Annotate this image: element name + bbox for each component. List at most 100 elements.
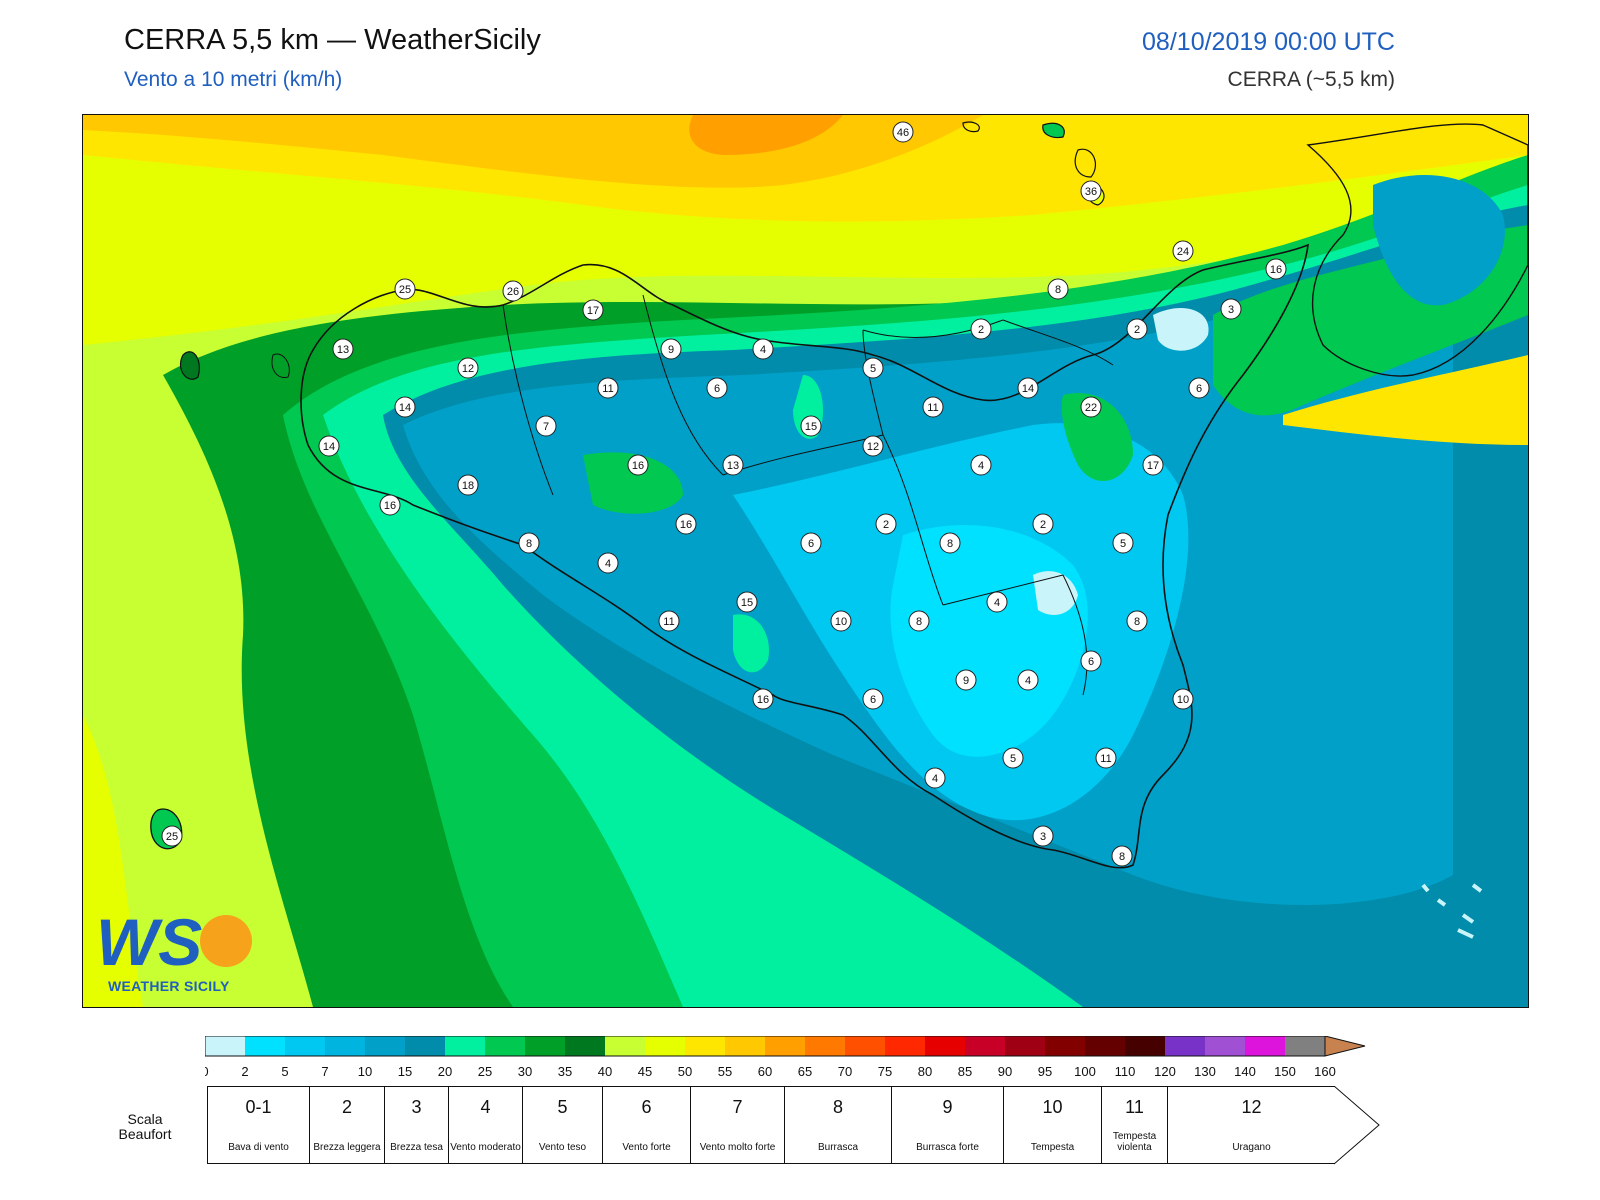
station-circle xyxy=(1172,688,1194,710)
beaufort-cell: 2 Brezza leggera xyxy=(309,1086,384,1164)
station-value: 17 xyxy=(587,305,599,317)
colorscale-tick-label: 150 xyxy=(1274,1064,1296,1079)
field-calm-spots xyxy=(1421,883,1483,939)
colorscale-tick-label: 0 xyxy=(205,1064,209,1079)
colorscale-segment xyxy=(205,1036,245,1056)
beaufort-description: Vento teso xyxy=(538,1142,587,1153)
weathersicily-logo: WS xyxy=(96,903,256,993)
wind-map: 46 36 24 16 3 8 2 2 25 26 17 13 12 9 4 5 6 14 11 6 11 22 14 7 15… xyxy=(82,114,1529,1008)
station-marker: 3 xyxy=(1032,825,1054,847)
station-marker: 4 xyxy=(1017,669,1039,691)
station-value: 2 xyxy=(883,519,889,531)
beaufort-number: 10 xyxy=(1042,1097,1063,1117)
station-marker: 2 xyxy=(875,513,897,535)
station-value: 8 xyxy=(1134,616,1140,628)
station-value: 7 xyxy=(543,421,549,433)
station-circle xyxy=(862,357,884,379)
station-marker: 13 xyxy=(722,454,744,476)
station-marker: 4 xyxy=(752,338,774,360)
station-circle xyxy=(1080,650,1102,672)
station-circle xyxy=(1032,825,1054,847)
station-value: 11 xyxy=(927,402,938,414)
station-value: 16 xyxy=(1270,264,1282,276)
station-circle xyxy=(379,494,401,516)
station-marker: 16 xyxy=(1265,258,1287,280)
beaufort-description: Brezza leggera xyxy=(313,1142,381,1153)
logo-mark: WS xyxy=(96,905,252,979)
station-value: 14 xyxy=(399,402,411,414)
station-marker: 12 xyxy=(457,357,479,379)
colorscale-ticks: 0257101520253035404550556065707580859095… xyxy=(201,1064,1336,1079)
beaufort-description: Vento moderato xyxy=(450,1142,521,1153)
beaufort-cell: 9 Burrasca forte xyxy=(891,1086,1003,1164)
station-value: 6 xyxy=(714,383,720,395)
station-marker: 14 xyxy=(1017,377,1039,399)
colorscale-segment xyxy=(405,1036,445,1056)
colorscale-segment xyxy=(1085,1036,1125,1056)
station-marker: 17 xyxy=(1142,454,1164,476)
station-value: 25 xyxy=(399,284,411,296)
station-circle xyxy=(394,396,416,418)
station-circle xyxy=(800,532,822,554)
station-value: 8 xyxy=(916,616,922,628)
station-value: 8 xyxy=(1119,851,1125,863)
logo-caption: WEATHER SICILY xyxy=(108,978,230,994)
island-lipari xyxy=(1074,148,1096,178)
colorscale-segment xyxy=(1165,1036,1205,1056)
station-circle xyxy=(1047,278,1069,300)
colorscale-segment xyxy=(1005,1036,1045,1056)
station-value: 6 xyxy=(870,694,876,706)
station-marker: 15 xyxy=(736,591,758,613)
station-value: 16 xyxy=(757,694,769,706)
station-circle xyxy=(332,338,354,360)
station-circle xyxy=(518,532,540,554)
colorscale-bar xyxy=(204,1035,1366,1057)
station-circle xyxy=(752,338,774,360)
beaufort-description: Burrasca forte xyxy=(916,1142,979,1153)
colorscale-segment xyxy=(285,1036,325,1056)
station-circle xyxy=(752,688,774,710)
beaufort-description: Uragano xyxy=(1232,1142,1271,1153)
colorscale-tick-label: 10 xyxy=(358,1064,372,1079)
station-value: 26 xyxy=(507,286,519,298)
station-marker: 14 xyxy=(318,435,340,457)
beaufort-description: Vento forte xyxy=(622,1142,671,1153)
colorscale-tick-label: 65 xyxy=(798,1064,812,1079)
colorscale-segment xyxy=(925,1036,965,1056)
beaufort-number: 6 xyxy=(641,1097,652,1117)
station-circle xyxy=(502,280,524,302)
station-circle xyxy=(1188,377,1210,399)
beaufort-cell: 6 Vento forte xyxy=(602,1086,690,1164)
colorscale-tick-label: 140 xyxy=(1234,1064,1256,1079)
beaufort-description: Tempesta violenta xyxy=(1112,1131,1157,1153)
logo-sun-icon xyxy=(200,915,252,967)
station-circle xyxy=(1095,747,1117,769)
station-value: 10 xyxy=(1177,694,1189,706)
station-value: 3 xyxy=(1040,831,1046,843)
station-value: 4 xyxy=(605,558,611,570)
field-west-band xyxy=(83,715,143,1007)
colorscale-arrow-icon xyxy=(1324,1035,1366,1057)
station-circle xyxy=(800,415,822,437)
station-circle xyxy=(736,591,758,613)
station-marker: 6 xyxy=(1188,377,1210,399)
station-circle xyxy=(955,669,977,691)
station-marker: 9 xyxy=(955,669,977,691)
colorscale-tick-label: 120 xyxy=(1154,1064,1176,1079)
colorscale-tick-label: 30 xyxy=(518,1064,532,1079)
sicily-coastline xyxy=(300,243,1309,869)
station-value: 15 xyxy=(805,421,817,433)
station-circle xyxy=(457,474,479,496)
field-ionian-yellow xyxy=(1283,355,1528,445)
colorscale-tick-label: 5 xyxy=(281,1064,288,1079)
colorscale-tick-label: 160 xyxy=(1314,1064,1336,1079)
colorscale-segment xyxy=(565,1036,605,1056)
station-marker: 8 xyxy=(518,532,540,554)
station-marker: 6 xyxy=(800,532,822,554)
colorscale-segment xyxy=(605,1036,645,1056)
colorscale-segment xyxy=(885,1036,925,1056)
model-label: CERRA (~5,5 km) xyxy=(1227,68,1395,91)
colorscale-segment xyxy=(965,1036,1005,1056)
field-green-patch-2 xyxy=(1061,393,1133,482)
station-marker: 26 xyxy=(502,280,524,302)
